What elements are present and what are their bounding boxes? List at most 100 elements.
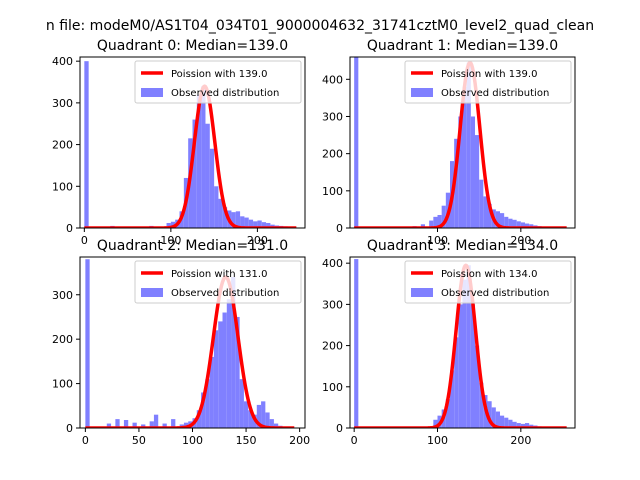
histogram-bar bbox=[123, 420, 129, 428]
y-tick-label: 0 bbox=[336, 222, 343, 235]
histogram-bar bbox=[429, 220, 434, 228]
histogram-bar bbox=[192, 119, 197, 228]
histogram-bar bbox=[244, 217, 249, 228]
histogram-bar bbox=[462, 86, 467, 228]
histogram-bar bbox=[218, 321, 223, 428]
histogram-bar bbox=[433, 216, 438, 228]
histogram-bar bbox=[525, 423, 530, 428]
histogram-bar bbox=[266, 222, 271, 228]
histogram-bar bbox=[235, 316, 240, 428]
legend-label-observed: Observed distribution bbox=[171, 288, 279, 299]
y-tick-label: 300 bbox=[322, 298, 343, 311]
histogram-bar bbox=[470, 116, 475, 228]
y-tick-label: 400 bbox=[322, 257, 343, 270]
histogram-bar bbox=[504, 417, 509, 428]
histogram-bar bbox=[261, 401, 266, 428]
histogram-bar bbox=[475, 345, 480, 428]
x-tick-label: 200 bbox=[510, 434, 531, 447]
histogram-bar bbox=[213, 330, 219, 428]
histogram-bar bbox=[141, 424, 146, 428]
legend-label-poisson: Poission with 139.0 bbox=[171, 69, 267, 80]
y-tick-label: 200 bbox=[52, 333, 73, 346]
histogram-bar bbox=[132, 422, 137, 428]
legend-frame bbox=[404, 260, 572, 304]
subplot-title: Quadrant 1: Median=139.0 bbox=[367, 38, 558, 54]
subplot-title: Quadrant 2: Median=131.0 bbox=[97, 238, 288, 254]
histogram-bar bbox=[495, 211, 500, 228]
x-tick-label: 0 bbox=[351, 434, 358, 447]
histogram-bar bbox=[214, 186, 219, 228]
subplot-1: 100 200 0 100 200 300 400 Quadrant 1: Median=13… bbox=[322, 38, 576, 247]
subplot-2: 0 50 100 150 200 0 100 200 300 Quadrant 2: Median… bbox=[52, 238, 310, 447]
histogram-bar bbox=[85, 259, 90, 428]
histogram-bar bbox=[491, 407, 496, 428]
histogram-bar bbox=[479, 179, 484, 228]
x-tick-label: 150 bbox=[236, 434, 257, 447]
histogram-bar bbox=[487, 401, 492, 428]
histogram-bar bbox=[458, 304, 463, 428]
histogram-bar bbox=[516, 423, 521, 428]
histogram-bar bbox=[520, 222, 525, 228]
y-tick-label: 0 bbox=[66, 422, 73, 435]
y-tick-label: 400 bbox=[52, 55, 73, 68]
y-tick-label: 100 bbox=[52, 378, 73, 391]
y-tick-label: 200 bbox=[322, 340, 343, 353]
histogram-bar bbox=[205, 379, 210, 428]
histogram-bar bbox=[166, 222, 171, 228]
histogram-bar bbox=[495, 411, 500, 428]
x-tick-label: 50 bbox=[132, 434, 146, 447]
histogram-bar bbox=[201, 86, 206, 228]
histogram-bar bbox=[222, 312, 227, 428]
histogram-bar bbox=[253, 221, 258, 228]
axes-frame bbox=[349, 256, 576, 429]
legend: Poission with 134.0 Observed distribution bbox=[404, 260, 572, 304]
histogram-bar bbox=[269, 419, 274, 428]
legend-bar-swatch bbox=[141, 88, 163, 97]
axes-frame bbox=[79, 56, 306, 229]
histogram-bar bbox=[450, 370, 455, 428]
histogram-bar bbox=[470, 304, 475, 428]
poisson-curve bbox=[353, 60, 568, 228]
histogram-bar bbox=[520, 423, 525, 428]
histogram-bar bbox=[222, 207, 228, 228]
y-tick-label: 100 bbox=[322, 381, 343, 394]
histogram-bar bbox=[420, 224, 425, 228]
histogram-bar bbox=[231, 276, 236, 428]
histogram-bar bbox=[466, 265, 471, 428]
histogram-bar bbox=[504, 216, 509, 228]
histogram-bar bbox=[248, 219, 254, 228]
histogram-bar bbox=[508, 218, 513, 228]
histogram-bar bbox=[218, 198, 223, 228]
histogram-bar bbox=[248, 410, 253, 428]
histogram-bar bbox=[454, 337, 459, 428]
histogram-bar bbox=[529, 224, 534, 228]
x-tick-label: 0 bbox=[81, 234, 88, 247]
x-tick-label: 100 bbox=[182, 434, 203, 447]
legend-label-poisson: Poission with 134.0 bbox=[441, 269, 537, 280]
histogram-bar bbox=[257, 220, 262, 228]
histogram-bar bbox=[209, 148, 215, 228]
histogram-bar bbox=[500, 213, 505, 228]
histogram-bar bbox=[235, 211, 241, 228]
histogram-bar bbox=[273, 423, 279, 428]
legend-bar-swatch bbox=[411, 88, 433, 97]
histogram-bar bbox=[240, 216, 245, 228]
histogram-bar bbox=[512, 421, 517, 428]
legend-bar-swatch bbox=[411, 288, 433, 297]
histogram-bar bbox=[479, 382, 484, 428]
subplot-3: 0 100 200 0 100 200 300 400 Quadrant 3: Median=1… bbox=[322, 238, 576, 447]
histogram-bar bbox=[162, 423, 167, 428]
histogram-bar bbox=[106, 423, 112, 428]
x-tick-label: 100 bbox=[427, 234, 448, 247]
histogram-bar bbox=[261, 222, 267, 228]
histogram-bar bbox=[441, 205, 446, 228]
subplot-0: 0 100 200 0 100 200 300 400 Quadrant 0: Median=1… bbox=[52, 38, 306, 247]
legend-frame bbox=[404, 60, 572, 104]
histogram-bar bbox=[170, 221, 176, 228]
x-tick-label: 200 bbox=[289, 434, 310, 447]
axes-frame bbox=[349, 56, 576, 229]
y-tick-label: 200 bbox=[322, 148, 343, 161]
legend: Poission with 131.0 Observed distribution bbox=[134, 260, 302, 304]
histogram-bar bbox=[445, 399, 450, 428]
